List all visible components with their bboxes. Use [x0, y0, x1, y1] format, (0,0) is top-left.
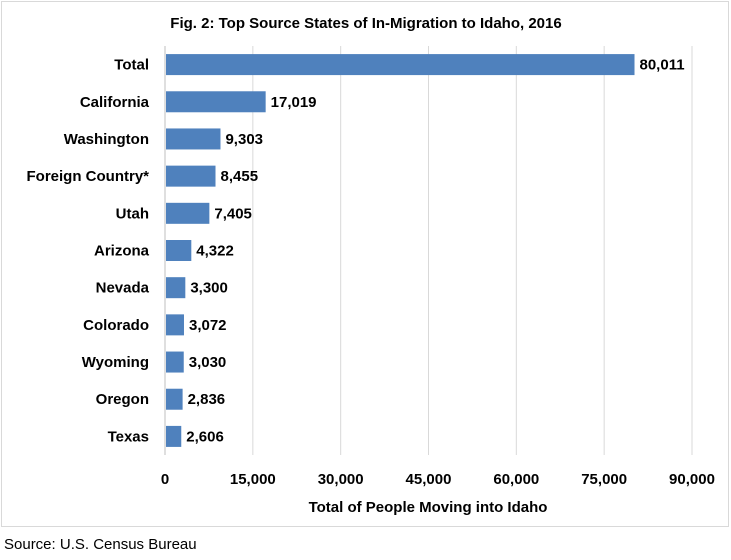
value-label-3: 9,303	[225, 131, 263, 148]
x-axis-label: Total of People Moving into Idaho	[309, 499, 548, 516]
bar-10	[166, 388, 183, 410]
x-tick-label-6: 75,000	[581, 471, 627, 488]
bar-11	[166, 425, 182, 447]
bar-6	[166, 240, 192, 261]
value-label-7: 3,300	[190, 280, 228, 297]
bar-7	[166, 277, 186, 299]
value-label-8: 3,072	[189, 317, 227, 334]
category-label-4: Foreign Country*	[27, 168, 150, 185]
source-note: Source: U.S. Census Bureau	[4, 536, 197, 553]
bar-3	[166, 128, 221, 150]
x-tick-label-2: 15,000	[230, 471, 276, 488]
x-tick-label-7: 90,000	[669, 471, 715, 488]
x-tick-label-3: 30,000	[318, 471, 364, 488]
chart-title: Fig. 2: Top Source States of In-Migratio…	[170, 15, 561, 32]
x-tick-label-1: 0	[161, 471, 169, 488]
bar-1	[166, 54, 635, 76]
category-label-3: Washington	[64, 131, 149, 148]
category-label-6: Arizona	[94, 243, 150, 260]
bars	[166, 54, 635, 447]
bar-chart: Fig. 2: Top Source States of In-Migratio…	[27, 15, 715, 516]
chart-frame: Fig. 2: Top Source States of In-Migratio…	[1, 1, 729, 527]
category-label-5: Utah	[116, 205, 149, 222]
category-label-10: Oregon	[96, 391, 149, 408]
category-label-7: Nevada	[96, 280, 150, 297]
bar-8	[166, 314, 184, 336]
bar-5	[166, 202, 210, 224]
x-tick-label-4: 45,000	[406, 471, 452, 488]
bar-4	[166, 165, 216, 187]
value-label-2: 17,019	[271, 94, 317, 111]
x-tick-labels: 0 15,000 30,000 45,000 60,000 75,000 90,000	[161, 471, 715, 488]
value-label-5: 7,405	[214, 205, 252, 222]
bar-2	[166, 91, 266, 113]
value-label-4: 8,455	[221, 168, 259, 185]
category-label-11: Texas	[108, 428, 149, 445]
category-labels: Total California Washington Foreign Country…	[27, 57, 150, 446]
x-tick-label-5: 60,000	[493, 471, 539, 488]
category-label-1: Total	[114, 57, 149, 74]
value-label-9: 3,030	[189, 354, 227, 371]
value-label-6: 4,322	[196, 243, 234, 260]
bar-9	[166, 351, 184, 373]
category-label-9: Wyoming	[82, 354, 149, 371]
value-label-1: 80,011	[640, 57, 685, 74]
category-label-8: Colorado	[83, 317, 149, 334]
grid-lines	[164, 46, 693, 455]
value-labels: 80,011 17,019 9,303 8,455 7,405 4,322 3,300 3,0…	[186, 57, 684, 446]
value-label-10: 2,836	[188, 391, 226, 408]
value-label-11: 2,606	[186, 428, 224, 445]
category-label-2: California	[80, 94, 150, 111]
